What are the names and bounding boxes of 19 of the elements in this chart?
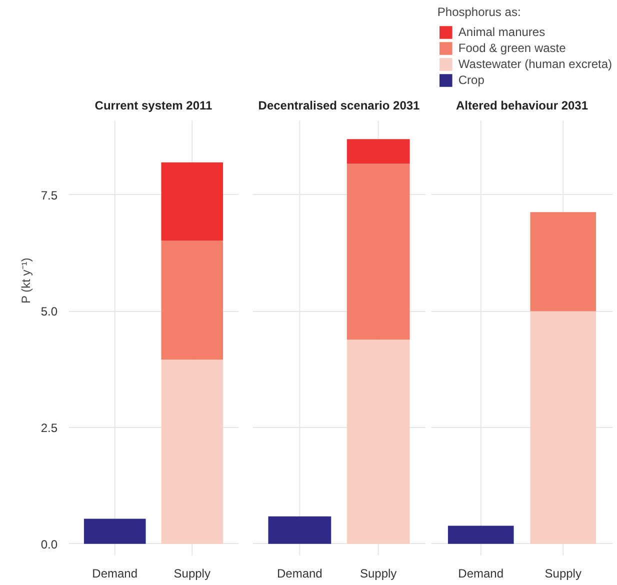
x-tick-label: Demand (92, 566, 138, 580)
y-tick-label: 5.0 (40, 304, 58, 319)
legend-label: Crop (458, 73, 484, 87)
x-tick-label: Supply (360, 566, 397, 580)
chart-title: Decentralised scenario 2031 (258, 98, 420, 112)
legend-label: Wastewater (human excreta) (458, 57, 612, 71)
legend-label: Food & green waste (458, 41, 566, 55)
x-tick-label: Supply (544, 566, 582, 580)
legend-label: Animal manures (458, 25, 546, 39)
y-tick-label: 2.5 (40, 421, 58, 436)
x-tick-label: Demand (277, 566, 322, 580)
x-tick-label: Supply (174, 566, 210, 580)
x-tick-label: Demand (458, 566, 504, 580)
y-axis-title: P (kt y⁻¹) (18, 258, 33, 304)
legend-title: Phosphorus as: (437, 5, 522, 19)
y-tick-label: 0.0 (40, 537, 58, 552)
chart-title: Altered behaviour 2031 (456, 98, 588, 112)
y-tick-label: 7.5 (40, 188, 58, 202)
chart-title: Current system 2011 (94, 98, 213, 112)
